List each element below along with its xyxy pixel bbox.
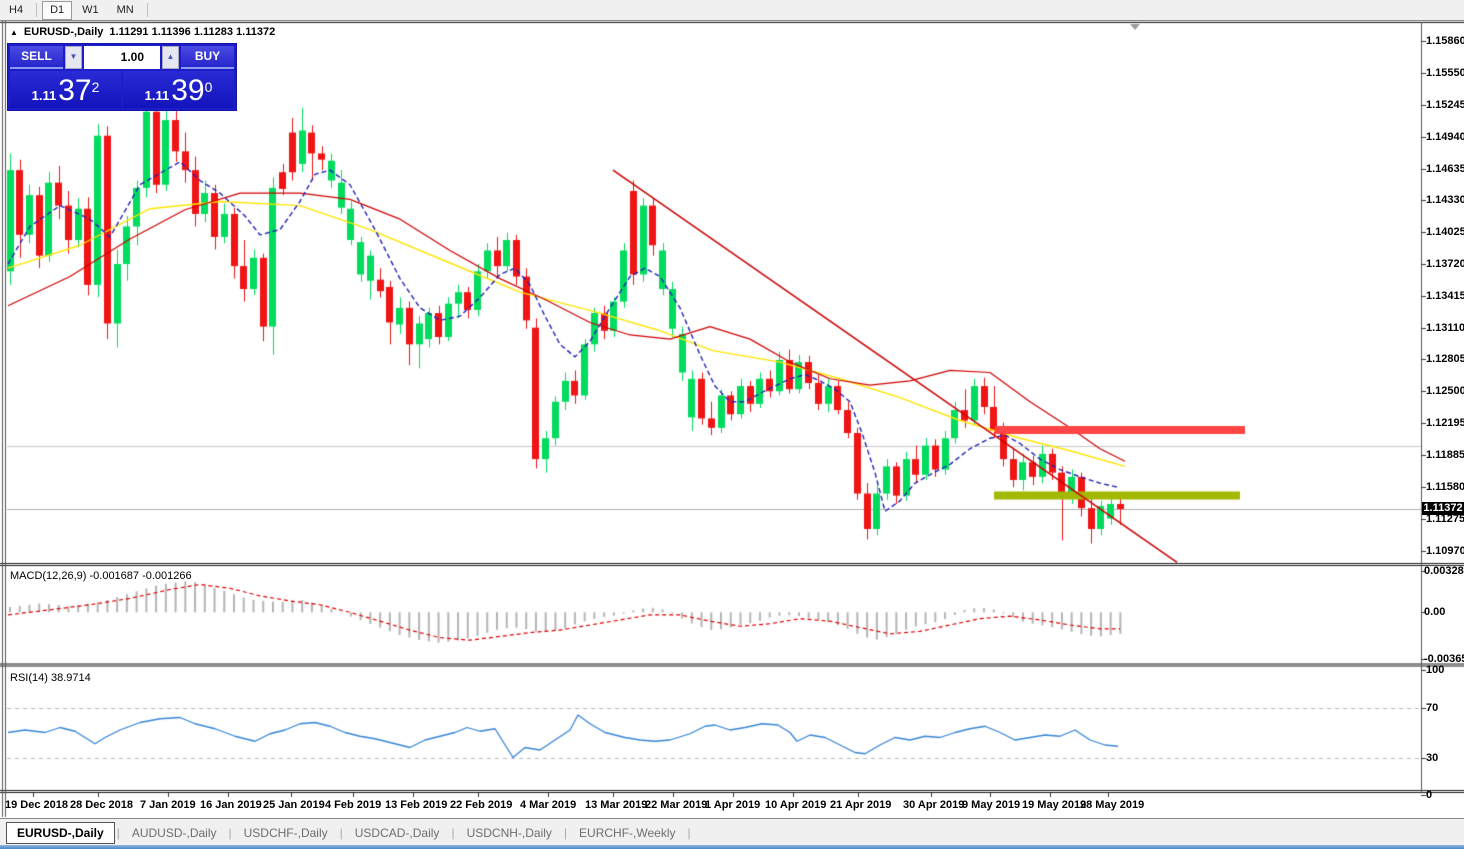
rsi-tick-label: 100 xyxy=(1426,664,1445,676)
chart-title: EURUSD-,Daily xyxy=(23,26,104,38)
toolbar-separator xyxy=(146,3,148,17)
timeframe-button-mn[interactable]: MN xyxy=(116,3,134,16)
price-tick-label: 1.13110 xyxy=(1426,321,1464,334)
timeframe-button-h4[interactable]: H4 xyxy=(9,3,24,16)
timeframe-button-w1[interactable]: W1 xyxy=(82,3,99,16)
price-tick-label: 1.13720 xyxy=(1426,258,1464,271)
date-label: 4 Mar 2019 xyxy=(520,799,577,811)
macd-values: -0.001687 -0.001266 xyxy=(89,570,192,582)
volume-input[interactable]: 1.00 xyxy=(84,46,160,69)
date-label: 28 Dec 2018 xyxy=(70,799,133,811)
macd-tick-label: -0.003659 xyxy=(1424,652,1464,665)
rsi-tick-label: 70 xyxy=(1426,701,1439,714)
date-label: 30 Apr 2019 xyxy=(903,799,965,811)
buy-price-big: 39 xyxy=(171,74,205,107)
tab-separator: | xyxy=(116,825,120,840)
price-tick-label: 1.10970 xyxy=(1426,544,1464,557)
sell-price-display[interactable]: 1.11 37 2 xyxy=(10,71,121,108)
sell-price-prefix: 1.11 xyxy=(31,88,57,103)
timeframe-toolbar: H4 D1 W1 MN xyxy=(0,0,1464,21)
price-tick-label: 1.12805 xyxy=(1426,353,1464,366)
price-tick-label: 1.14940 xyxy=(1426,130,1464,143)
macd-tick-label: 0.003287 xyxy=(1424,564,1464,577)
buy-button[interactable]: BUY xyxy=(181,46,234,69)
date-label: 4 Feb 2019 xyxy=(325,799,382,811)
macd-indicator-label: MACD(12,26,9) -0.001687 -0.001266 xyxy=(10,570,192,582)
buy-price-prefix: 1.11 xyxy=(144,88,170,103)
price-tick-label: 1.12500 xyxy=(1426,385,1464,398)
rsi-tick-label: 30 xyxy=(1426,751,1439,764)
collapse-panel-icon[interactable]: ▲ xyxy=(10,27,18,37)
price-tick-label: 1.12195 xyxy=(1426,417,1464,430)
symbol-tab-bar: EURUSD-,Daily | AUDUSD-,Daily | USDCHF-,Dail… xyxy=(0,818,1464,846)
price-tick-label: 1.13415 xyxy=(1426,289,1464,302)
date-label: 25 Jan 2019 xyxy=(263,799,325,811)
date-label: 22 Mar 2019 xyxy=(645,799,708,811)
price-tick-label: 1.11275 xyxy=(1426,513,1464,526)
date-label: 7 Jan 2019 xyxy=(140,799,196,811)
date-label: 16 Jan 2019 xyxy=(200,799,262,811)
date-label: 10 Apr 2019 xyxy=(765,799,827,811)
date-label: 19 May 2019 xyxy=(1022,799,1087,811)
symbol-tab-usdchf[interactable]: USDCHF-,Daily xyxy=(243,825,328,840)
current-price-tag: 1.11372 xyxy=(1422,502,1464,516)
date-label: 13 Mar 2019 xyxy=(585,799,648,811)
date-label: 21 Apr 2019 xyxy=(830,799,892,811)
price-tick-label: 1.15860 xyxy=(1426,34,1464,47)
price-tick-label: 1.11885 xyxy=(1426,449,1464,462)
symbol-tab-eurchf[interactable]: EURCHF-,Weekly xyxy=(579,825,676,840)
price-tick-label: 1.14025 xyxy=(1426,226,1464,239)
symbol-tab-eurusd[interactable]: EURUSD-,Daily xyxy=(6,821,115,844)
date-label: 19 Dec 2018 xyxy=(5,799,68,811)
chart-header: ▲ EURUSD-,Daily 1.11291 1.11396 1.11283 … xyxy=(10,26,275,38)
sell-price-sup: 2 xyxy=(91,79,100,95)
price-tick-label: 1.14635 xyxy=(1426,162,1464,175)
toolbar-separator xyxy=(36,3,38,17)
date-label: 13 Feb 2019 xyxy=(385,799,448,811)
timeframe-button-d1[interactable]: D1 xyxy=(42,0,73,20)
price-tick-label: 1.15550 xyxy=(1426,67,1464,80)
rsi-tick-label: 0 xyxy=(1426,789,1433,801)
one-click-trading-panel: SELL ▼ 1.00 ▲ BUY 1.11 37 2 1.11 39 0 xyxy=(8,44,236,110)
volume-increase-button[interactable]: ▲ xyxy=(162,46,179,69)
tab-separator: | xyxy=(228,825,232,840)
chart-ohlc-values: 1.11291 1.11396 1.11283 1.11372 xyxy=(109,26,276,38)
volume-decrease-button[interactable]: ▼ xyxy=(65,46,82,69)
sell-price-big: 37 xyxy=(58,74,92,107)
date-label: 28 May 2019 xyxy=(1080,799,1145,811)
date-label: 9 May 2019 xyxy=(962,799,1021,811)
tab-separator: | xyxy=(451,825,455,840)
buy-price-display[interactable]: 1.11 39 0 xyxy=(123,71,234,108)
tab-separator: | xyxy=(687,825,691,840)
date-label: 22 Feb 2019 xyxy=(450,799,513,811)
symbol-tab-usdcnh[interactable]: USDCNH-,Daily xyxy=(466,825,552,840)
rsi-value: 38.9714 xyxy=(50,672,91,684)
rsi-indicator-label: RSI(14) 38.9714 xyxy=(10,672,91,684)
symbol-tab-usdcad[interactable]: USDCAD-,Daily xyxy=(354,825,440,840)
tab-separator: | xyxy=(339,825,343,840)
tab-separator: | xyxy=(563,825,568,840)
price-tick-label: 1.15245 xyxy=(1426,98,1464,111)
symbol-tab-audusd[interactable]: AUDUSD-,Daily xyxy=(131,825,217,840)
sell-button[interactable]: SELL xyxy=(10,46,63,69)
bottom-window-edge xyxy=(0,845,1464,849)
date-label: 1 Apr 2019 xyxy=(705,799,761,811)
buy-price-sup: 0 xyxy=(204,79,213,95)
macd-tick-label: 0.00 xyxy=(1424,606,1446,619)
price-tick-label: 1.11580 xyxy=(1426,481,1464,494)
price-tick-label: 1.14330 xyxy=(1426,194,1464,207)
